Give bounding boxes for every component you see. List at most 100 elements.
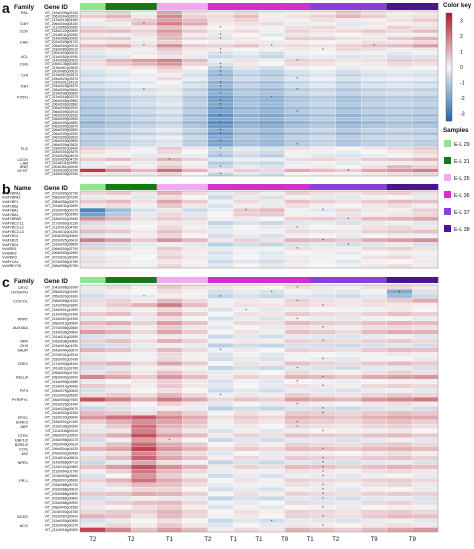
heatmap-cell [412,522,439,528]
heatmap-cell [233,255,260,260]
heatmap-cell [105,415,132,420]
heatmap-cell [412,146,439,151]
gene-label: VIT_208s0040g01550 [45,506,78,510]
heatmap-cell [233,311,260,317]
heatmap-cell [412,203,439,209]
heatmap-cell [284,69,311,74]
heatmap-cell [335,428,362,434]
significance-marker: * [322,523,324,528]
heatmap-cell [233,195,260,200]
significance-marker: * [220,393,222,398]
heatmap-cell [412,428,439,434]
gene-label: VIT_218s0122g00690 [45,29,78,33]
heatmap-cell [182,513,208,519]
significance-marker: * [322,505,324,510]
heatmap-cell [361,69,387,74]
heatmap-cell [258,500,285,506]
heatmap-cell [156,419,183,425]
gene-label: VIT_205s0136g00260 [45,62,78,66]
heatmap-cell [207,437,234,443]
heatmap-cell [258,233,285,239]
heatmap-cell [79,289,106,295]
heatmap-cell [258,437,285,443]
heatmap-cell [105,237,132,243]
gene-label: VIT_200s0300g00540 [45,234,78,238]
significance-marker: * [271,43,273,48]
heatmap-cell [412,401,439,407]
heatmap-cell [182,51,208,56]
heatmap-cell [310,69,336,74]
heatmap-cell [131,242,157,247]
heatmap-cell [105,320,132,326]
heatmap-cell [233,220,260,226]
heatmap-cell [131,437,157,443]
gene-label: VIT_208s0058g00750 [45,264,78,268]
heatmap-cell [361,128,387,133]
heatmap-cell [310,527,336,533]
heatmap-cell [361,139,387,144]
heatmap-cell [386,433,413,438]
heatmap-cell [386,397,413,402]
heatmap-cell [233,120,260,125]
heatmap-cell [284,255,311,260]
heatmap-cell [79,334,106,339]
heatmap-cell [284,446,311,452]
heatmap-cell [233,58,260,63]
heatmap-cell [361,491,387,497]
heatmap-cell [105,500,132,506]
heatmap-cell [233,43,260,48]
colorkey-swatch [446,49,452,52]
heatmap-cell [156,263,183,269]
heatmap-cell [335,495,362,501]
heatmap-cell [284,334,311,339]
heatmap-cell [412,128,439,133]
heatmap-cell [386,124,413,129]
heatmap-cell [361,379,387,384]
gene-label: VIT_205s0020g01090 [45,290,78,294]
heatmap-cell [258,21,285,26]
heatmap-cell [182,500,208,506]
gene-label: VIT_208s0007g06060 [45,479,78,483]
significance-marker: * [220,61,222,66]
gene-label: VIT_206s0009g02930 [45,132,78,136]
heatmap-cell [412,32,439,37]
heatmap-cell [386,365,413,371]
heatmap-cell [131,190,157,196]
heatmap-cell [335,229,362,234]
gene-label: VIT_211s0016g04760 [45,226,78,230]
heatmap-cell [335,478,362,483]
heatmap-cell [284,356,311,362]
heatmap-cell [79,522,106,528]
heatmap-cell [105,442,132,447]
sample-swatch [444,157,451,164]
colorkey-tick: 1 [460,50,463,56]
heatmap-cell [335,419,362,425]
gene-label: VIT_203s0088g00900 [45,501,78,505]
heatmap-cell [412,469,439,474]
significance-marker: * [322,238,324,243]
heatmap-cell [131,14,157,19]
heatmap-cell [412,500,439,506]
heatmap-cell [156,379,183,384]
gene-label: VIT_210s0003g03750 [45,510,78,514]
heatmap-cell [156,91,183,96]
colorkey-swatch [446,50,452,53]
family-label: CRE1 [18,361,28,366]
significance-marker: * [296,420,298,425]
heatmap-cell [412,464,439,470]
heatmap-cell [412,106,439,111]
heatmap-cell [335,356,362,362]
heatmap-cell [105,343,132,348]
heatmap-cell [182,109,208,114]
heatmap-cell [361,464,387,470]
heatmap-cell [310,388,336,393]
heatmap-cell [156,14,183,19]
heatmap-cell [258,374,285,380]
heatmap-cell [105,527,132,533]
heatmap-cell [258,128,285,133]
heatmap-cell [284,392,311,398]
significance-marker: * [322,496,324,501]
family-label: DELLA [16,375,29,380]
heatmap-cell [79,65,106,70]
heatmap-cell [386,392,413,398]
